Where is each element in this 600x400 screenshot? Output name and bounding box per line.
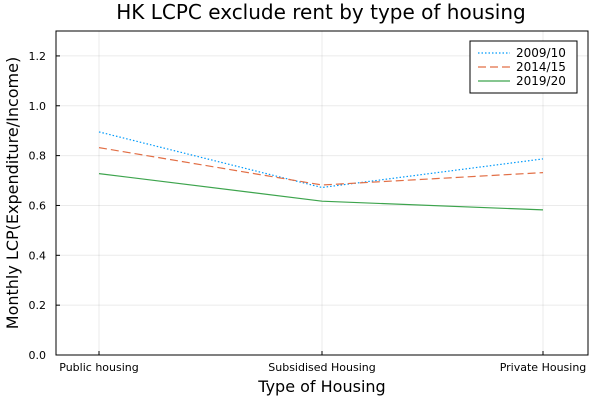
y-tick-label: 0.6 bbox=[29, 199, 47, 212]
y-tick-label: 0.0 bbox=[29, 349, 47, 362]
y-tick-label: 0.2 bbox=[29, 299, 47, 312]
x-tick-label: Private Housing bbox=[500, 361, 587, 374]
series-lines bbox=[98, 131, 544, 211]
legend-entry: 2019/20 bbox=[516, 74, 566, 88]
y-tick-label: 1.0 bbox=[29, 100, 47, 113]
tick-labels: Public housing Subsidised Housing Private … bbox=[29, 50, 587, 374]
series-line-2019-20 bbox=[98, 173, 544, 211]
series-line-2014-15 bbox=[98, 147, 544, 186]
legend-entry: 2009/10 bbox=[516, 46, 566, 60]
chart-title: HK LCPC exclude rent by type of housing bbox=[116, 0, 525, 24]
y-tick-label: 1.2 bbox=[29, 50, 47, 63]
legend-box bbox=[469, 40, 578, 94]
x-axis-label: Type of Housing bbox=[257, 377, 385, 396]
series-line-2009-10 bbox=[98, 131, 544, 189]
y-tick-label: 0.4 bbox=[29, 249, 47, 262]
y-axis-label: Monthly LCP(Expenditure/Income) bbox=[3, 57, 22, 329]
legend-entry: 2014/15 bbox=[516, 60, 566, 74]
x-tick-label: Public housing bbox=[59, 361, 138, 374]
x-tick-label: Subsidised Housing bbox=[268, 361, 375, 374]
y-tick-label: 0.8 bbox=[29, 150, 47, 163]
